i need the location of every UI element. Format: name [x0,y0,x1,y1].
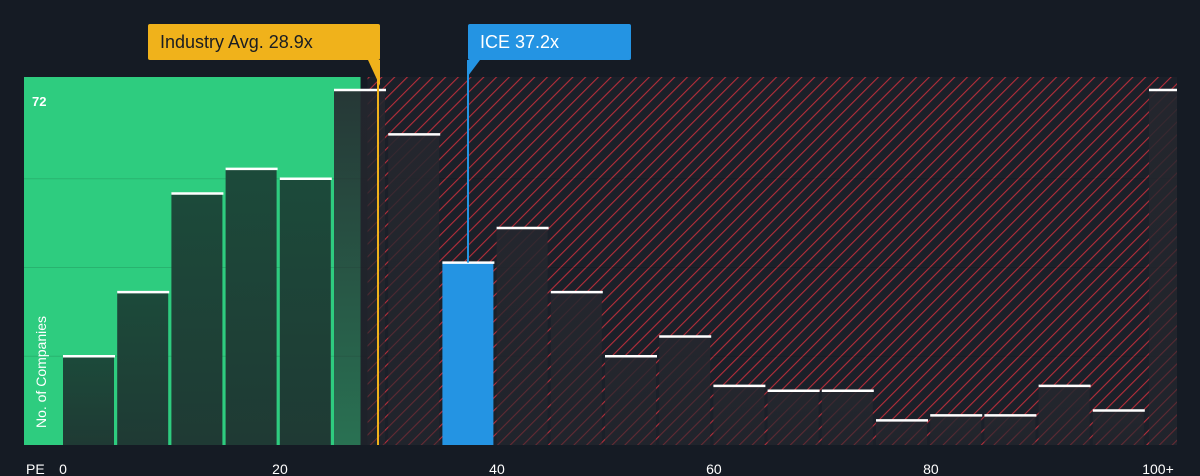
bars [63,88,1177,445]
histogram-bar [550,292,602,445]
histogram-bar [984,415,1036,445]
histogram-bar [713,385,765,445]
x-tick-label: 0 [59,461,67,476]
histogram-bar [767,390,819,445]
histogram-bar [225,168,277,445]
histogram-bar [821,390,873,445]
histogram-bar [388,134,440,445]
histogram-bar [496,228,548,445]
histogram-bar [1038,385,1090,445]
x-tick-label: 20 [272,461,288,476]
histogram-bar [279,178,331,445]
y-axis-label: No. of Companies [33,316,49,428]
y-max-label: 72 [32,94,46,109]
histogram-bar [659,336,711,445]
histogram-bar [117,292,169,445]
ice-callout: ICE 37.2x [468,24,631,60]
x-tick-label: 60 [706,461,722,476]
ice-label: ICE 37.2x [480,32,560,52]
x-axis-label: PE [26,461,45,476]
histogram-bar [930,415,982,445]
x-tick-label: 80 [923,461,939,476]
company-bar [442,262,494,445]
histogram-bar [63,356,114,445]
ice-pointer [468,60,480,76]
histogram-bar [171,193,223,445]
x-tick-label: 100+ [1142,461,1174,476]
histogram-bar [605,356,656,445]
industry-avg-callout: Industry Avg. 28.9x [148,24,380,60]
industry-avg-label: Industry Avg. 28.9x [160,32,313,52]
x-axis-ticks: 0 20 40 60 80 100+ [59,461,1174,476]
x-tick-label: 40 [489,461,505,476]
histogram-bar [334,90,385,445]
industry-avg-pointer [368,60,380,86]
histogram-bar [1092,410,1144,445]
histogram-bar [876,420,927,445]
histogram-bar [1149,90,1177,445]
